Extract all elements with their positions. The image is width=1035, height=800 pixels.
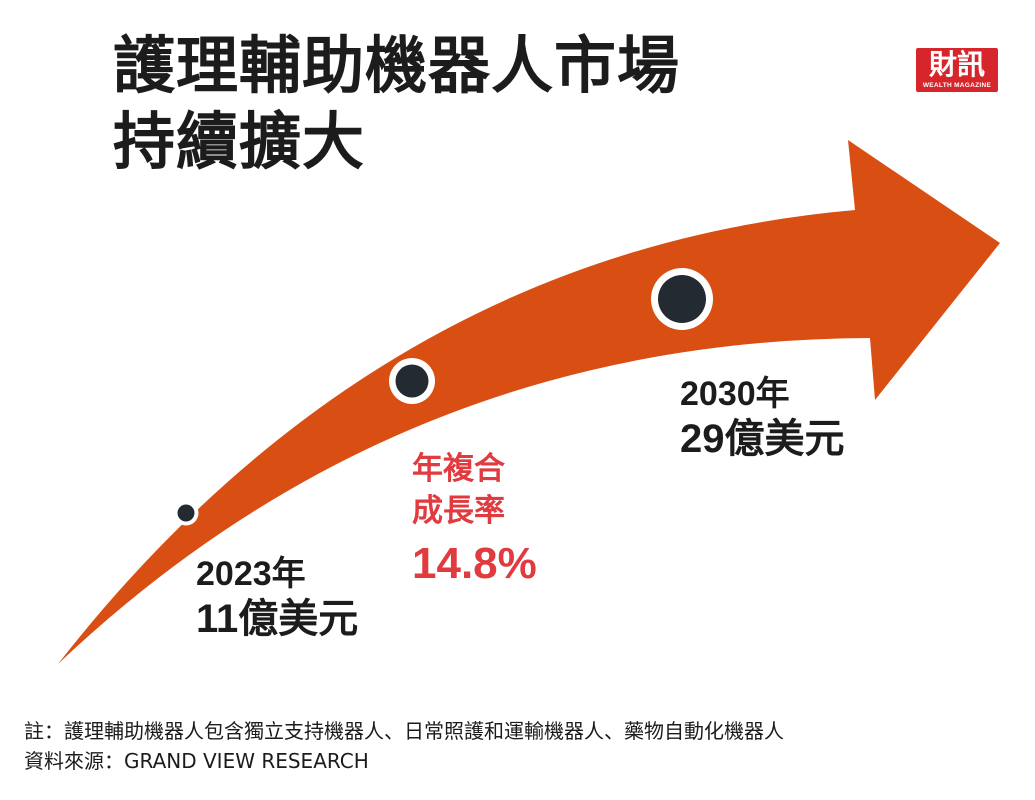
source-line: 資料來源：GRAND VIEW RESEARCH xyxy=(24,749,369,773)
note-line: 註：護理輔助機器人包含獨立支持機器人、日常照護和運輸機器人、藥物自動化機器人 xyxy=(24,719,784,743)
dot-2030 xyxy=(651,268,713,330)
amount-2023: 11億美元 xyxy=(196,597,359,641)
cagr-block: 年複合 成長率 14.8% xyxy=(412,448,537,594)
title-line-2: 持續擴大 xyxy=(113,105,366,178)
cagr-value: 14.8% xyxy=(412,539,537,588)
label-2023: 2023年 11億美元 xyxy=(196,553,358,643)
year-2023: 2023年 xyxy=(196,555,306,593)
year-2030: 2030年 xyxy=(680,375,790,413)
label-2030: 2030年 29億美元 xyxy=(680,373,845,463)
title-line-1: 護理輔助機器人市場 xyxy=(113,29,681,102)
growth-arrow-shape xyxy=(58,140,1000,664)
footnotes: 註：護理輔助機器人包含獨立支持機器人、日常照護和運輸機器人、藥物自動化機器人 資… xyxy=(24,716,784,776)
cagr-label-line-1: 年複合 xyxy=(412,451,505,487)
dot-2023 xyxy=(173,500,199,526)
logo-main-text: 財訊 xyxy=(928,48,985,81)
amount-2030: 29億美元 xyxy=(680,417,845,461)
logo-sub-text: WEALTH MAGAZINE xyxy=(922,82,992,89)
page-title: 護理輔助機器人市場 持續擴大 xyxy=(113,28,680,180)
dot-mid xyxy=(389,358,435,404)
cagr-label-line-2: 成長率 xyxy=(412,493,505,529)
wealth-magazine-logo: 財訊 WEALTH MAGAZINE xyxy=(916,48,998,92)
